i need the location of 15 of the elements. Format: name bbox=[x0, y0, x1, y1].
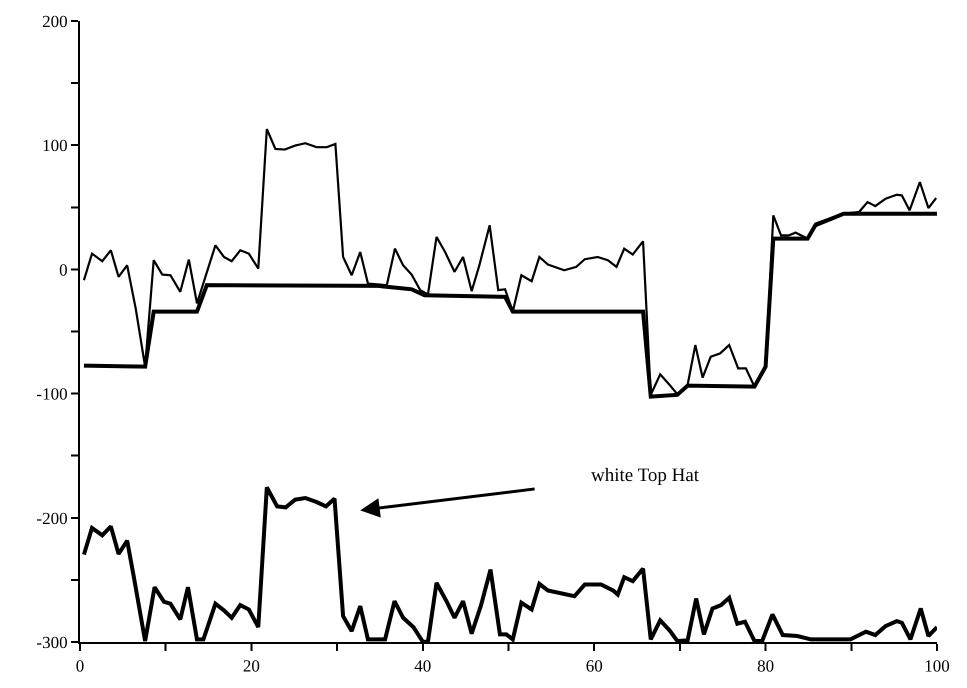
x-tick-label: 100 bbox=[924, 656, 950, 676]
y-tick-label: 0 bbox=[59, 260, 68, 280]
x-tick-label: 0 bbox=[76, 656, 84, 676]
y-tick-label: 200 bbox=[42, 12, 68, 31]
x-tick-label: 40 bbox=[414, 656, 432, 676]
y-tick-label: -200 bbox=[36, 508, 68, 528]
x-tick-label: 80 bbox=[757, 656, 774, 676]
y-tick-label: -300 bbox=[36, 632, 68, 652]
x-tick-label: 60 bbox=[586, 656, 603, 676]
line-series bbox=[82, 128, 937, 396]
y-tick-label: 100 bbox=[42, 136, 68, 156]
x-tick-label: 20 bbox=[242, 656, 260, 676]
y-tick-label: -100 bbox=[36, 384, 68, 404]
annotation: white Top Hat bbox=[591, 465, 700, 486]
line-series bbox=[82, 485, 937, 642]
